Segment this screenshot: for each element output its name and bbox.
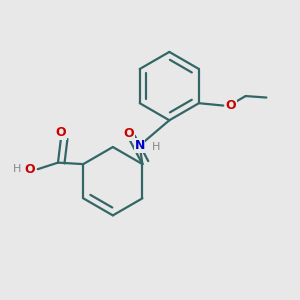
Text: O: O bbox=[24, 163, 35, 176]
Text: O: O bbox=[56, 126, 66, 140]
Text: N: N bbox=[134, 139, 145, 152]
Text: O: O bbox=[226, 99, 236, 112]
Text: H: H bbox=[152, 142, 160, 152]
Text: O: O bbox=[124, 127, 134, 140]
Text: H: H bbox=[13, 164, 21, 174]
